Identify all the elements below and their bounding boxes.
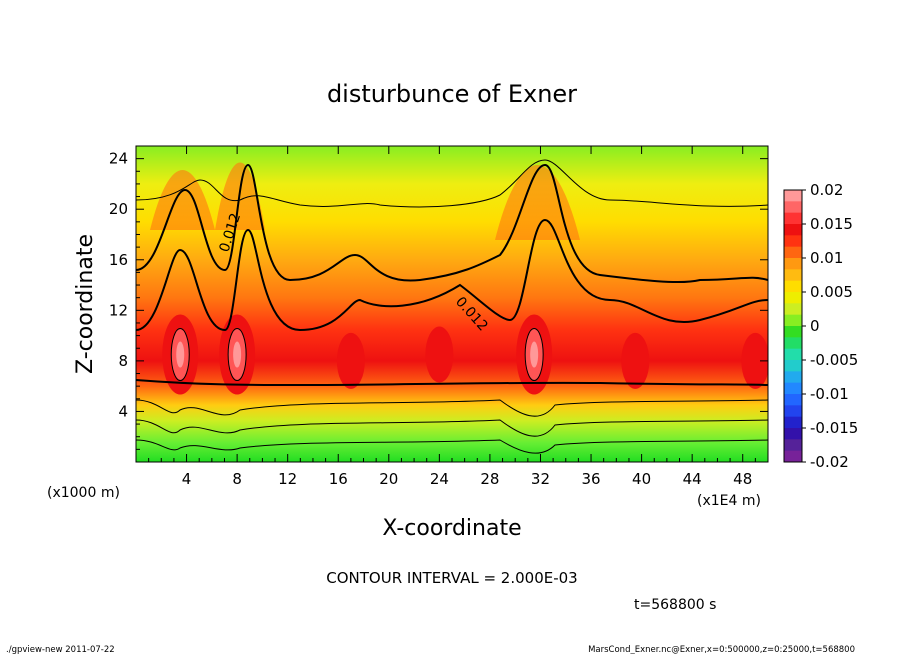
y-tick-label: 12 [109, 301, 128, 319]
colorbar-swatch [784, 269, 802, 282]
peak-region [741, 332, 768, 389]
peak-center [233, 341, 242, 368]
colorbar-tick-label: -0.005 [810, 351, 858, 369]
peak-region [336, 332, 365, 389]
colorbar-swatch [784, 258, 802, 270]
x-tick-label: 12 [278, 470, 297, 488]
colorbar-tick-label: 0 [810, 317, 820, 335]
y-axis-title: Z-coordinate [73, 234, 98, 374]
peaks-layer [162, 314, 768, 395]
colorbar-swatch [784, 382, 802, 395]
contour-interval: CONTOUR INTERVAL = 2.000E-03 [326, 569, 577, 587]
x-tick-label: 8 [232, 470, 242, 488]
x-tick-label: 40 [632, 470, 651, 488]
time-label: t=568800 s [634, 597, 716, 613]
x-tick-label: 32 [531, 470, 550, 488]
y-tick-label: 4 [118, 402, 128, 420]
x-tick-label: 28 [480, 470, 499, 488]
colorbar-tick-label: 0.005 [810, 283, 853, 301]
colorbar-swatch [784, 416, 802, 429]
colorbar-swatch [784, 428, 802, 440]
x-axis-title: X-coordinate [382, 516, 521, 541]
footer-left: ./gpview-new 2011-07-22 [6, 645, 115, 654]
y-unit-label: (x1000 m) [47, 485, 120, 501]
chart-title: disturbunce of Exner [327, 80, 577, 108]
colorbar-swatch [784, 314, 802, 327]
x-tick-label: 36 [581, 470, 600, 488]
x-unit-label: (x1E4 m) [697, 493, 761, 509]
colorbar-swatch [784, 405, 802, 418]
colorbar-swatch [784, 326, 802, 338]
colorbar: 0.02 0.015 0.01 0.005 0 -0.005 -0.01 -0.015 -0.0… [783, 181, 858, 471]
colorbar-swatch [784, 292, 802, 304]
peak-region [425, 326, 454, 383]
y-tick-label: 16 [109, 251, 128, 269]
colorbar-tick-label: 0.02 [810, 181, 843, 199]
y-tick-label: 8 [118, 352, 128, 370]
colorbar-swatch [784, 394, 802, 406]
x-tick-label: 16 [329, 470, 348, 488]
colorbar-tick-label: -0.015 [810, 419, 858, 437]
peak-center [176, 341, 185, 368]
colorbar-swatch [784, 280, 802, 293]
x-tick-label: 24 [430, 470, 449, 488]
peak-region [621, 332, 650, 389]
colorbar-swatch [784, 439, 802, 452]
colorbar-swatch [784, 212, 802, 225]
colorbar-tick-label: -0.01 [810, 385, 849, 403]
colorbar-swatch [784, 371, 802, 384]
colorbar-swatch [784, 303, 802, 316]
colorbar-swatch [784, 190, 802, 202]
x-tick-label: 4 [182, 470, 192, 488]
colorbar-swatch [784, 450, 802, 463]
y-tick-label: 20 [109, 200, 128, 218]
colorbar-swatch [784, 348, 802, 361]
colorbar-swatch [784, 360, 802, 372]
x-tick-label: 20 [379, 470, 398, 488]
y-tick-label: 24 [109, 150, 128, 168]
x-axis: 4 8 12 16 20 24 28 32 36 40 44 48 [148, 146, 756, 488]
colorbar-swatch [784, 224, 802, 236]
colorbar-swatch [784, 235, 802, 248]
colorbar-tick-label: 0.01 [810, 249, 843, 267]
plot-field [136, 146, 768, 462]
peak-center [530, 341, 539, 368]
colorbar-tick-label: -0.02 [810, 453, 849, 471]
colorbar-tick-label: 0.015 [810, 215, 853, 233]
colorbar-swatch [784, 246, 802, 259]
y-axis: 4 8 12 16 20 24 [109, 150, 768, 450]
colorbar-swatch [784, 201, 802, 214]
x-tick-label: 44 [683, 470, 702, 488]
x-tick-label: 48 [733, 470, 752, 488]
footer-right: MarsCond_Exner.nc@Exner,x=0:500000,z=0:2… [588, 645, 855, 654]
colorbar-swatch [784, 337, 802, 350]
